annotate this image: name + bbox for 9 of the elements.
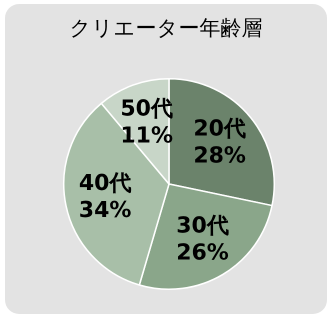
chart-title: クリエーター年齢層	[68, 15, 264, 42]
data-label: 11%	[120, 123, 174, 148]
data-label: 26%	[176, 240, 229, 266]
slice-label: 50代	[120, 96, 173, 122]
slice-label: 20代	[193, 116, 246, 142]
data-label: 28%	[193, 144, 246, 169]
slice-label: 30代	[176, 214, 229, 239]
slice-label: 40代	[78, 171, 132, 196]
data-label: 34%	[78, 198, 132, 224]
